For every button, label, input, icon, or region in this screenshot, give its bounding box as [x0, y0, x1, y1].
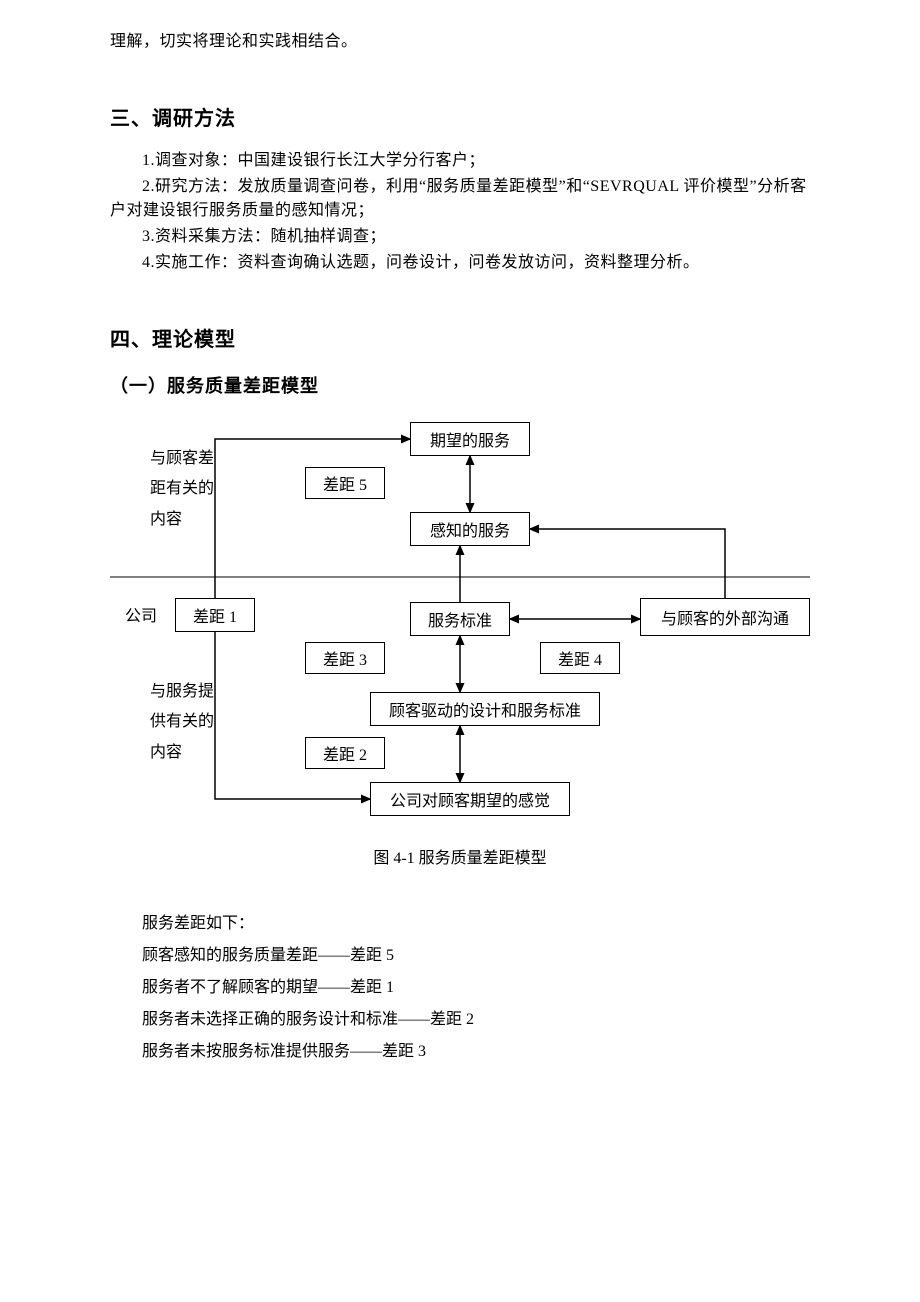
gap-list: 服务差距如下： 顾客感知的服务质量差距——差距 5 服务者不了解顾客的期望——差…: [110, 908, 810, 1068]
gap-list-item-3: 服务者未选择正确的服务设计和标准——差距 2: [110, 1004, 810, 1036]
flow-label-provider-label: 与服务提供有关的内容: [150, 677, 214, 768]
flow-node-expected: 期望的服务: [410, 422, 530, 456]
section-3-item-1: 1.调查对象：中国建设银行长江大学分行客户；: [110, 149, 810, 173]
section-4-heading: 四、理论模型: [110, 323, 810, 352]
flow-node-perceived: 感知的服务: [410, 512, 530, 546]
flow-node-design: 顾客驱动的设计和服务标准: [370, 692, 600, 726]
gap-list-item-4: 服务者未按服务标准提供服务——差距 3: [110, 1036, 810, 1068]
flow-node-external: 与顾客的外部沟通: [640, 598, 810, 636]
flow-node-gap5: 差距 5: [305, 467, 385, 499]
document-page: 理解，切实将理论和实践相结合。 三、调研方法 1.调查对象：中国建设银行长江大学…: [0, 0, 920, 1302]
flow-node-gap3: 差距 3: [305, 642, 385, 674]
section-3-item-4: 4.实施工作：资料查询确认选题，问卷设计，问卷发放访问，资料整理分析。: [110, 251, 810, 275]
flow-node-standard: 服务标准: [410, 602, 510, 636]
intro-paragraph: 理解，切实将理论和实践相结合。: [110, 30, 810, 54]
gap-model-flowchart: 期望的服务感知的服务差距 5 服务标准差距 3 差距 4 与顾客的外部沟通顾客驱动的设…: [110, 412, 810, 822]
section-3-item-2: 2.研究方法：发放质量调查问卷，利用“服务质量差距模型”和“SEVRQUAL 评…: [110, 175, 810, 223]
flow-label-company-label: 公司: [125, 602, 157, 632]
flow-node-perception: 公司对顾客期望的感觉: [370, 782, 570, 816]
section-4-sub-1: （一）服务质量差距模型: [110, 372, 810, 398]
section-3-item-3: 3.资料采集方法：随机抽样调查；: [110, 225, 810, 249]
section-3-heading: 三、调研方法: [110, 102, 810, 131]
flow-node-gap2: 差距 2: [305, 737, 385, 769]
gap-list-intro: 服务差距如下：: [110, 908, 810, 940]
flow-node-gap4: 差距 4: [540, 642, 620, 674]
flow-label-customer-label: 与顾客差距有关的内容: [150, 444, 214, 535]
gap-list-item-2: 服务者不了解顾客的期望——差距 1: [110, 972, 810, 1004]
gap-list-item-1: 顾客感知的服务质量差距——差距 5: [110, 940, 810, 972]
figure-caption: 图 4-1 服务质量差距模型: [110, 844, 810, 868]
flow-node-gap1: 差距 1: [175, 598, 255, 632]
